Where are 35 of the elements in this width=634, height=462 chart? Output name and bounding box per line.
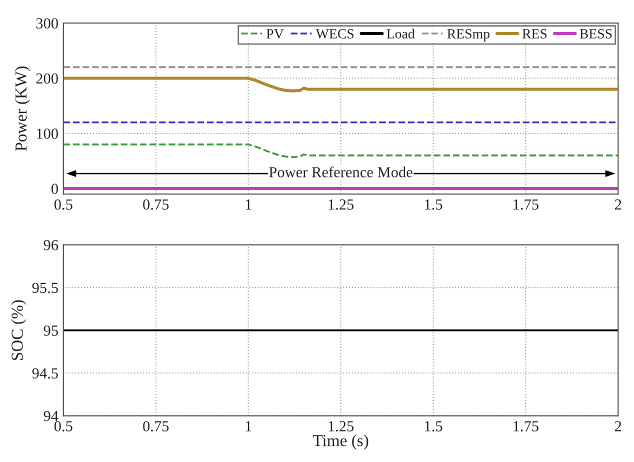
y-tick-label: 0 <box>51 184 58 194</box>
x-tick-label: 1.75 <box>514 199 538 210</box>
legend-label: Load <box>386 28 415 39</box>
legend-label: RESmp <box>447 29 490 42</box>
x-axis-title: Time (s) <box>312 434 368 450</box>
y-tick-label: 94.5 <box>32 368 58 379</box>
x-tick-label: 2 <box>615 199 622 210</box>
y-tick-label: 100 <box>36 128 58 139</box>
x-tick-label: 0.5 <box>54 421 72 432</box>
legend-label: RES <box>522 29 547 39</box>
y-tick-label: 200 <box>36 73 58 84</box>
x-tick-label: 1.25 <box>328 421 354 432</box>
y-tick-label: 300 <box>36 18 58 29</box>
y-tick-label: 94 <box>44 410 58 422</box>
x-tick-label: 1.5 <box>425 199 442 210</box>
y-tick-label: 95 <box>44 326 58 336</box>
line-series <box>63 144 618 158</box>
line-series <box>63 76 618 92</box>
annotation: Power Reference Mode <box>269 166 412 178</box>
legend-label: PV <box>266 29 284 39</box>
y-tick-label: 96 <box>44 240 58 250</box>
x-tick-label: 1.75 <box>514 421 538 432</box>
x-tick-label: 1.25 <box>328 199 354 210</box>
x-tick-label: 1.5 <box>425 421 442 432</box>
x-tick-label: 0.75 <box>143 421 169 432</box>
x-tick-label: 2 <box>615 421 622 432</box>
legend-label: BESS <box>580 29 612 39</box>
x-tick-label: 1 <box>246 199 252 210</box>
x-tick-label: 0.5 <box>54 199 72 210</box>
x-tick-label: 1 <box>246 421 252 432</box>
y-axis-title: SOC (%) <box>11 300 26 360</box>
y-axis-title: Power (KW) <box>14 66 30 151</box>
x-tick-label: 0.75 <box>143 199 169 210</box>
legend-label: WECS <box>316 29 354 39</box>
y-tick-label: 95.5 <box>32 282 58 294</box>
